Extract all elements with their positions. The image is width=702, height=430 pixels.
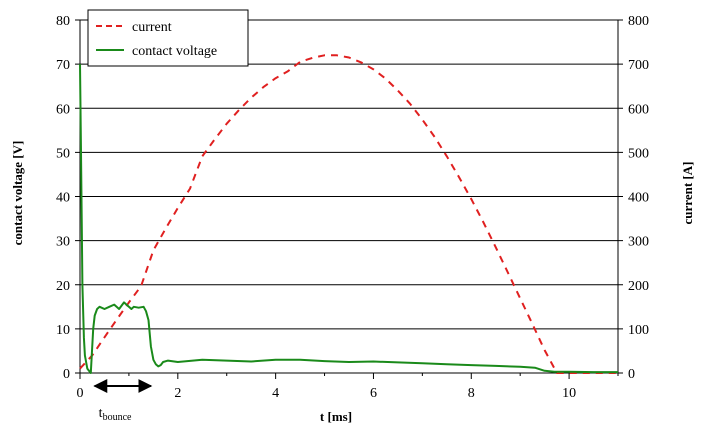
tbounce-label: tbounce — [99, 406, 132, 423]
legend-label-current: current — [132, 20, 172, 35]
y-right-tick-label: 800 — [628, 14, 649, 29]
x-tick-label: 10 — [562, 386, 576, 401]
axes: 0102030405060708001002003004005006007008… — [56, 14, 649, 401]
tbounce-label-subscript: bounce — [103, 412, 132, 423]
y-right-tick-label: 600 — [628, 102, 649, 117]
y-left-tick-label: 70 — [56, 58, 70, 73]
legend-label-contact-voltage: contact voltage — [132, 44, 217, 59]
series-line-contact-voltage — [79, 64, 618, 374]
x-tick-label: 2 — [174, 386, 181, 401]
y-left-tick-label: 40 — [56, 191, 70, 206]
x-tick-label: 8 — [468, 386, 475, 401]
y-left-tick-label: 50 — [56, 146, 70, 161]
x-tick-label: 0 — [77, 386, 84, 401]
x-axis-title: t [ms] — [320, 409, 352, 424]
y-left-tick-label: 80 — [56, 14, 70, 29]
y-left-tick-label: 0 — [63, 367, 70, 382]
legend-box — [87, 9, 249, 67]
y-left-tick-label: 20 — [56, 279, 70, 294]
x-tick-label: 4 — [272, 386, 279, 401]
y-right-tick-label: 500 — [628, 146, 649, 161]
annotations: tbounce — [93, 379, 153, 423]
y-axis-left-title: contact voltage [V] — [10, 141, 25, 246]
y-left-tick-label: 60 — [56, 102, 70, 117]
y-left-tick-label: 10 — [56, 323, 70, 338]
x-tick-label: 6 — [370, 386, 377, 401]
y-right-tick-label: 200 — [628, 279, 649, 294]
series-line-current — [79, 54, 618, 374]
y-right-tick-label: 300 — [628, 235, 649, 250]
y-axis-right-title: current [A] — [680, 162, 695, 225]
y-right-tick-label: 700 — [628, 58, 649, 73]
y-right-tick-label: 400 — [628, 191, 649, 206]
y-left-tick-label: 30 — [56, 235, 70, 250]
y-right-tick-label: 100 — [628, 323, 649, 338]
y-right-tick-label: 0 — [628, 367, 635, 382]
legend: current contact voltage — [87, 9, 249, 67]
tbounce-label-main: t — [99, 406, 103, 421]
series — [79, 54, 618, 374]
